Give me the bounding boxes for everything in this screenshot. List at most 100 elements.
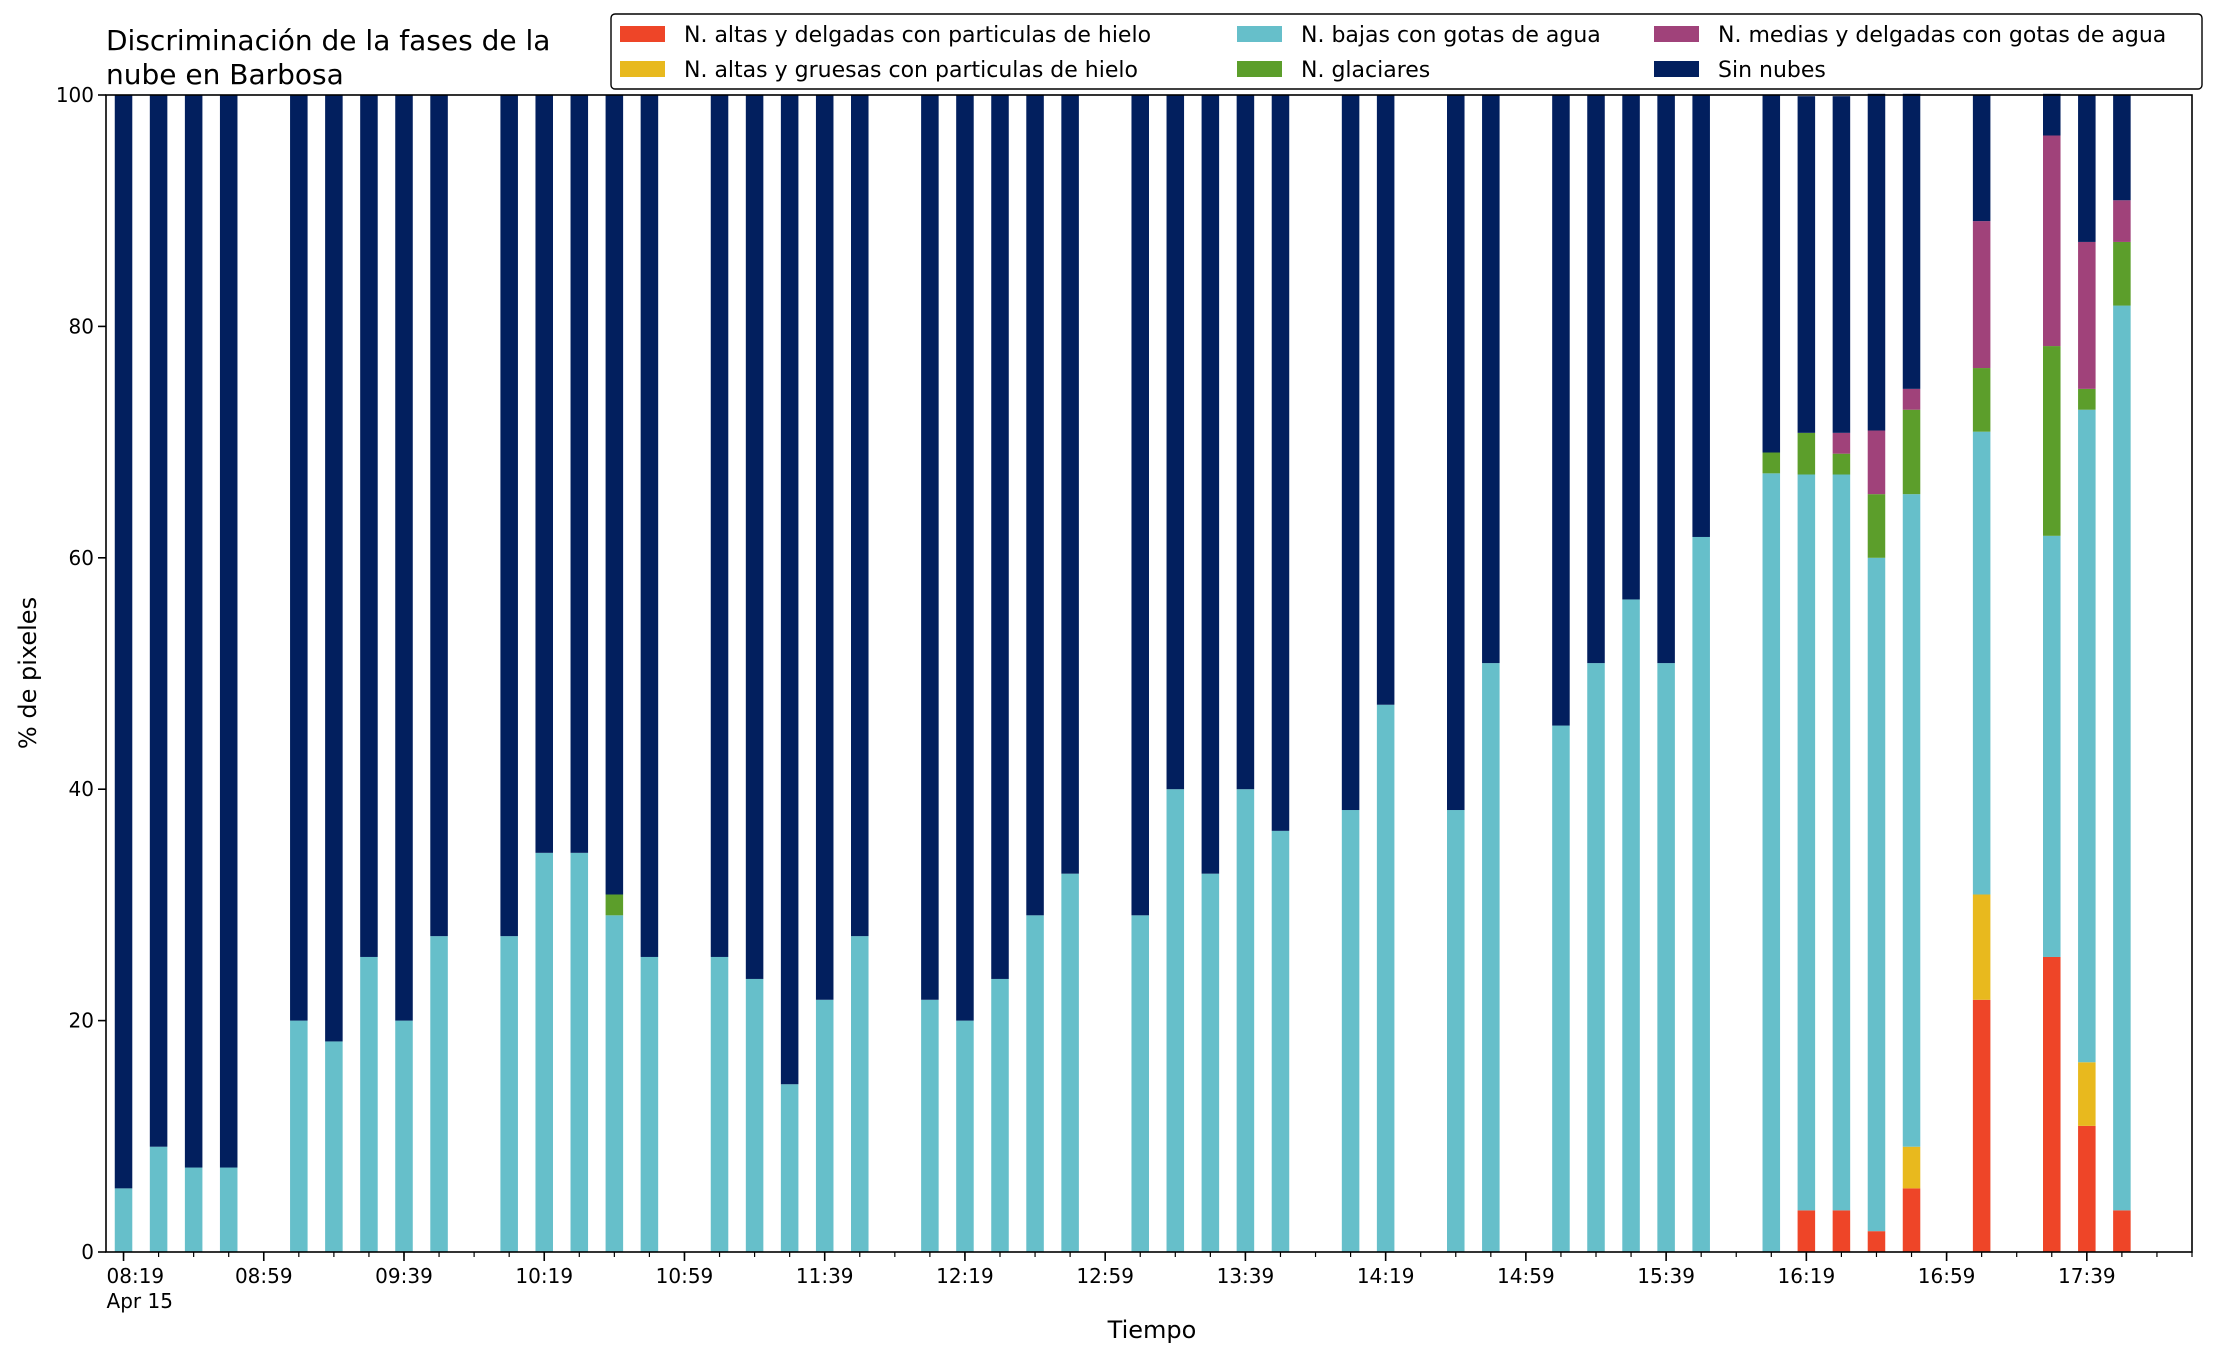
bar-segment-3-12 xyxy=(605,894,624,916)
legend-swatch xyxy=(620,26,665,42)
bar-segment-2-21 xyxy=(991,978,1009,1252)
bar-segment-4-44 xyxy=(2043,135,2061,347)
bar-segment-2-1 xyxy=(149,1146,168,1252)
chart-title-line-2: nube en Barbosa xyxy=(106,58,344,91)
bar-segment-5-17 xyxy=(815,95,834,1000)
bar-segment-5-24 xyxy=(1131,95,1149,916)
legend-frame xyxy=(610,13,2203,90)
bar-segment-2-41 xyxy=(1867,557,1886,1232)
bar-segment-2-30 xyxy=(1376,704,1395,1252)
bar-segment-2-25 xyxy=(1166,789,1185,1252)
legend-swatch xyxy=(1237,26,1282,42)
bar-segment-2-24 xyxy=(1131,915,1149,1252)
bar-segment-2-15 xyxy=(745,978,764,1252)
bar-segment-5-34 xyxy=(1587,95,1605,664)
legend: N. altas y delgadas con particulas de hi… xyxy=(610,13,2203,90)
x-tick-label: 16:19 xyxy=(1778,1264,1836,1288)
legend-swatch xyxy=(620,61,665,77)
bar-segment-4-41 xyxy=(1867,430,1886,495)
bar-segment-2-13 xyxy=(640,956,659,1252)
bar-segment-3-40 xyxy=(1832,453,1851,475)
bar-segment-1-43 xyxy=(1972,894,1991,1000)
bar-segment-5-41 xyxy=(1867,93,1886,431)
bar-segment-2-27 xyxy=(1236,789,1255,1252)
legend-label: Sin nubes xyxy=(1718,58,1826,83)
x-tick-sublabel: Apr 15 xyxy=(107,1289,173,1313)
bar-segment-5-0 xyxy=(114,95,133,1189)
bar-segment-2-22 xyxy=(1026,915,1044,1252)
bar-segment-5-26 xyxy=(1201,95,1220,874)
bar-segment-5-21 xyxy=(991,95,1009,979)
bar-segment-5-37 xyxy=(1692,95,1710,537)
bar-segment-5-39 xyxy=(1797,96,1816,433)
bar-segment-5-25 xyxy=(1166,95,1185,790)
bar-segment-4-40 xyxy=(1832,432,1851,454)
x-tick-label: 12:59 xyxy=(1076,1264,1134,1288)
bar-segment-2-40 xyxy=(1832,474,1851,1211)
bar-segment-2-45 xyxy=(2078,409,2096,1063)
bar-segment-2-31 xyxy=(1447,810,1465,1252)
bar-segment-5-11 xyxy=(570,95,589,853)
bar-segment-0-46 xyxy=(2113,1210,2131,1252)
legend-swatch xyxy=(1654,26,1699,42)
bar-segment-2-23 xyxy=(1061,873,1079,1252)
bar-segment-3-45 xyxy=(2078,388,2096,410)
bar-segment-5-14 xyxy=(710,95,729,957)
bar-segment-5-36 xyxy=(1657,95,1675,664)
x-tick-label: 14:19 xyxy=(1357,1264,1415,1288)
bar-segment-2-46 xyxy=(2113,305,2131,1211)
bar-segment-5-7 xyxy=(395,95,413,1021)
bar-segment-5-29 xyxy=(1341,95,1360,811)
x-tick-label: 09:39 xyxy=(375,1264,433,1288)
bar-segment-3-43 xyxy=(1972,368,1991,432)
bar-segment-2-7 xyxy=(395,1020,413,1252)
bar-segment-5-9 xyxy=(500,95,518,937)
x-tick-label: 11:39 xyxy=(796,1264,854,1288)
bar-segment-5-46 xyxy=(2113,95,2131,201)
bar-segment-2-12 xyxy=(605,915,624,1252)
bar-segment-2-32 xyxy=(1482,663,1500,1252)
x-tick-label: 10:19 xyxy=(515,1264,573,1288)
x-tick-label: 08:19 xyxy=(107,1264,165,1288)
bar-segment-2-20 xyxy=(956,1020,974,1252)
bar-segment-0-44 xyxy=(2043,956,2061,1252)
bar-segment-5-6 xyxy=(360,95,378,957)
plot-frame xyxy=(105,94,2193,1253)
bar-segment-5-2 xyxy=(184,95,203,1168)
bar-segment-5-3 xyxy=(219,95,238,1168)
bar-segment-2-28 xyxy=(1271,830,1290,1252)
bar-segment-2-43 xyxy=(1972,431,1991,895)
bar-segment-2-44 xyxy=(2043,535,2061,957)
legend-label: N. glaciares xyxy=(1301,58,1430,83)
bar-segment-5-4 xyxy=(290,95,308,1021)
bar-segment-5-10 xyxy=(535,95,553,853)
bar-segment-5-12 xyxy=(605,95,624,895)
bar-segment-5-16 xyxy=(780,95,799,1085)
bar-segment-5-33 xyxy=(1552,95,1570,726)
x-tick-label: 10:59 xyxy=(656,1264,714,1288)
x-tick-label: 08:59 xyxy=(235,1264,293,1288)
bar-segment-2-35 xyxy=(1622,599,1640,1252)
bar-segment-3-46 xyxy=(2113,241,2131,306)
bar-segment-2-42 xyxy=(1902,494,1921,1147)
chart-title-line-1: Discriminación de la fases de la xyxy=(106,24,550,57)
bar-segment-5-30 xyxy=(1376,95,1395,705)
bar-segment-4-42 xyxy=(1902,388,1921,410)
bar-segment-4-46 xyxy=(2113,200,2131,242)
bar-segment-5-15 xyxy=(745,95,764,979)
bar-segment-5-18 xyxy=(851,95,869,937)
bar-segment-2-33 xyxy=(1552,725,1570,1252)
x-tick-label: 13:39 xyxy=(1217,1264,1275,1288)
bar-segment-2-17 xyxy=(815,999,834,1252)
bar-segment-5-35 xyxy=(1622,95,1640,600)
bar-segment-2-4 xyxy=(290,1020,308,1252)
bar-segment-2-16 xyxy=(780,1084,799,1252)
bar-segment-5-45 xyxy=(2078,95,2096,242)
legend-label: N. altas y gruesas con particulas de hie… xyxy=(684,58,1138,83)
bar-segment-2-3 xyxy=(219,1167,238,1252)
bar-segment-2-36 xyxy=(1657,663,1675,1252)
bar-segment-5-19 xyxy=(921,95,939,1000)
bar-segment-3-44 xyxy=(2043,346,2061,536)
legend-label: N. medias y delgadas con gotas de agua xyxy=(1718,23,2166,48)
